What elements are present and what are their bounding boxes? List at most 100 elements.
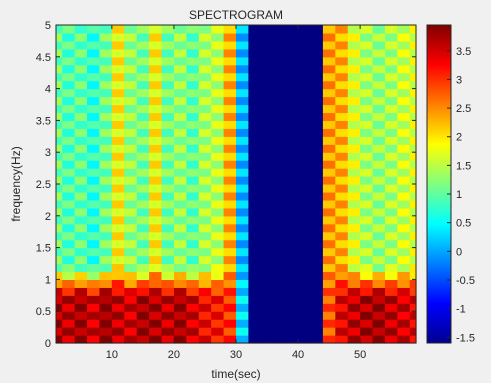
heatmap-cell (285, 48, 299, 58)
heatmap-cell (273, 255, 287, 265)
heatmap-cell (136, 144, 150, 153)
heatmap-cell (211, 120, 225, 129)
heatmap-cell (198, 72, 212, 82)
heatmap-cell (149, 64, 163, 74)
heatmap-cell (111, 176, 125, 185)
heatmap-cell (87, 64, 101, 74)
heatmap-cell (149, 239, 163, 249)
heatmap-cell (360, 144, 374, 153)
heatmap-cell (124, 128, 138, 137)
heatmap-cell (198, 136, 212, 145)
heatmap-cell (99, 25, 113, 34)
heatmap-cell (347, 184, 361, 193)
heatmap-cell (298, 207, 312, 217)
heatmap-cell (260, 25, 274, 34)
heatmap-cell (360, 64, 374, 74)
heatmap-cell (56, 239, 63, 249)
heatmap-cell (111, 215, 125, 225)
heatmap-cell (186, 279, 200, 288)
heatmap-cell (99, 64, 113, 74)
heatmap-cell (372, 223, 386, 233)
heatmap-cell (223, 239, 237, 249)
heatmap-cell (62, 271, 76, 280)
heatmap-cell (124, 207, 138, 217)
heatmap-cell (62, 168, 76, 177)
heatmap-cell (99, 152, 113, 161)
heatmap-cell (372, 199, 386, 209)
heatmap-cell (198, 263, 212, 273)
heatmap-cell (198, 215, 212, 225)
heatmap-cell (397, 255, 411, 265)
heatmap-cell (409, 184, 417, 193)
heatmap-cell (198, 40, 212, 50)
heatmap-cell (236, 279, 250, 288)
heatmap-cell (173, 215, 187, 225)
heatmap-cell (111, 184, 125, 193)
heatmap-cell (111, 255, 125, 265)
heatmap-cell (285, 88, 299, 98)
heatmap-cell (285, 327, 299, 336)
heatmap-cell (409, 176, 417, 185)
heatmap-cell (173, 319, 187, 328)
heatmap-cell (360, 152, 374, 161)
heatmap-cell (74, 223, 88, 233)
heatmap-cell (223, 223, 237, 233)
heatmap-cell (211, 295, 225, 304)
heatmap-cell (384, 136, 398, 145)
heatmap-cell (248, 215, 262, 225)
heatmap-cell (56, 279, 63, 288)
heatmap-cell (248, 64, 262, 74)
heatmap-cell (409, 96, 417, 106)
heatmap-cell (248, 96, 262, 106)
heatmap-cell (99, 207, 113, 217)
heatmap-cell (322, 144, 336, 153)
heatmap-cell (74, 239, 88, 249)
heatmap-cell (186, 295, 200, 304)
heatmap-cell (173, 40, 187, 50)
heatmap-cell (74, 136, 88, 145)
heatmap-cell (161, 311, 175, 320)
heatmap-cell (236, 231, 250, 241)
heatmap-cell (322, 239, 336, 249)
x-tick-label: 20 (168, 349, 180, 361)
heatmap-cell (397, 279, 411, 288)
heatmap-cell (409, 48, 417, 58)
heatmap-cell (74, 112, 88, 121)
heatmap-cell (99, 160, 113, 169)
heatmap-cell (111, 239, 125, 249)
heatmap-cell (384, 247, 398, 257)
heatmap-cell (335, 303, 349, 312)
heatmap-cell (260, 327, 274, 336)
heatmap-cell (99, 32, 113, 42)
heatmap-cell (298, 223, 312, 233)
heatmap-cell (248, 136, 262, 145)
heatmap-cell (149, 136, 163, 145)
heatmap-cell (372, 56, 386, 66)
heatmap-cell (384, 64, 398, 74)
heatmap-cell (211, 311, 225, 320)
colorbar-tick-label: -1.5 (456, 332, 475, 344)
heatmap-cell (149, 191, 163, 201)
heatmap-cell (322, 56, 336, 66)
heatmap-cell (161, 136, 175, 145)
heatmap-cell (223, 255, 237, 265)
heatmap-cell (260, 311, 274, 320)
heatmap-cell (99, 311, 113, 320)
heatmap-cell (273, 25, 287, 34)
heatmap-cell (236, 295, 250, 304)
heatmap-cell (360, 287, 374, 296)
heatmap-cell (360, 263, 374, 273)
heatmap-cell (372, 136, 386, 145)
heatmap-cell (347, 40, 361, 50)
heatmap-cell (397, 160, 411, 169)
heatmap-cell (397, 136, 411, 145)
heatmap-cell (198, 327, 212, 336)
heatmap-cell (248, 152, 262, 161)
heatmap-cell (409, 319, 417, 328)
heatmap-cell (310, 319, 324, 328)
heatmap-cell (223, 311, 237, 320)
heatmap-cell (161, 263, 175, 273)
heatmap-cell (260, 112, 274, 121)
heatmap-cell (198, 112, 212, 121)
heatmap-cell (322, 160, 336, 169)
